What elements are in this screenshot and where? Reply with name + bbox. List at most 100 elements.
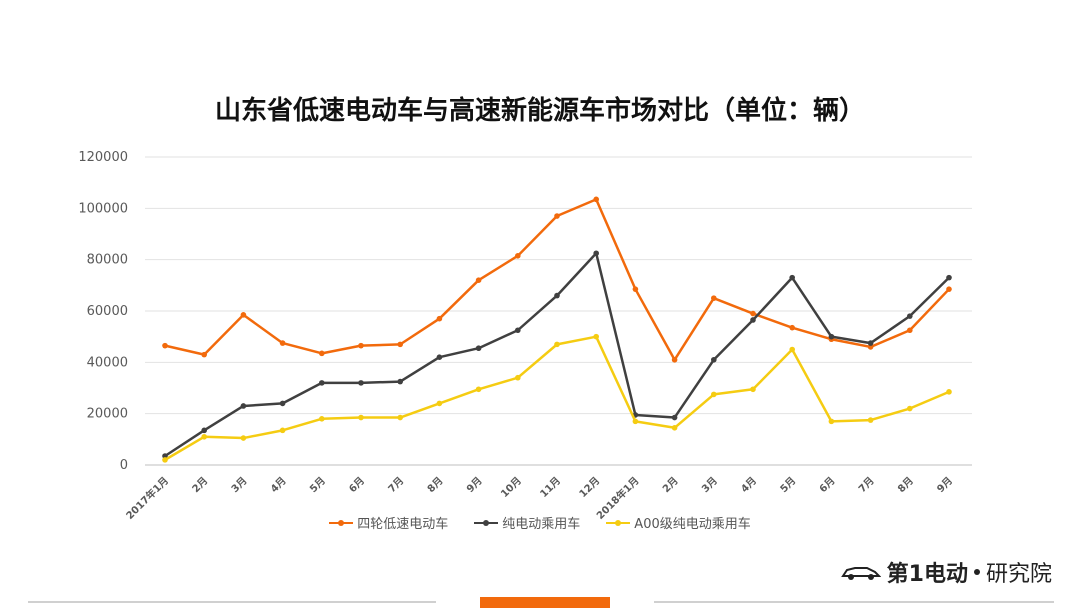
footer-accent-bar	[480, 597, 610, 608]
data-point	[711, 295, 717, 301]
data-point	[162, 453, 168, 459]
x-tick-label: 7月	[386, 475, 406, 495]
data-point	[593, 196, 599, 203]
series-1	[162, 250, 952, 459]
data-point	[907, 405, 913, 412]
x-tick-label: 8月	[895, 475, 915, 495]
data-point	[828, 333, 835, 340]
data-point	[319, 350, 325, 357]
data-point	[397, 341, 404, 348]
data-point	[593, 250, 599, 257]
data-point	[162, 342, 168, 349]
data-point	[358, 380, 364, 386]
legend-item-bev-passenger: 纯电动乘用车	[474, 513, 580, 532]
data-point	[907, 313, 913, 319]
x-tick-label: 4月	[739, 475, 759, 495]
data-point	[789, 346, 795, 353]
data-point	[515, 253, 521, 259]
data-point	[711, 391, 717, 398]
y-tick-label: 80000	[87, 253, 128, 268]
data-point	[554, 341, 560, 348]
legend-label: 四轮低速电动车	[357, 517, 449, 532]
data-point	[789, 274, 795, 281]
data-point	[711, 356, 717, 363]
x-tick-label: 7月	[856, 475, 876, 495]
data-point	[162, 457, 168, 463]
y-axis-ticks: 0 20000 40000 60000 80000 100000 120000	[78, 150, 128, 473]
x-tick-label: 12月	[577, 475, 602, 500]
x-tick-label: 9月	[464, 475, 484, 495]
car-icon	[840, 567, 881, 580]
data-point	[867, 340, 874, 346]
data-point	[946, 286, 952, 292]
data-point	[436, 400, 443, 407]
x-tick-label: 6月	[347, 475, 367, 495]
x-tick-label: 6月	[817, 475, 837, 495]
brand-name: 第1电动	[886, 562, 968, 587]
x-tick-label: 4月	[268, 475, 288, 495]
grid-lines	[145, 156, 972, 466]
chart-title: 山东省低速电动车与高速新能源车市场对比（单位：辆）	[214, 96, 865, 126]
data-point	[240, 312, 247, 318]
data-point	[358, 342, 364, 349]
x-tick-label: 5月	[307, 475, 327, 495]
data-point	[632, 418, 639, 425]
legend-item-a00-bev: A00级纯电动乘用车	[606, 513, 751, 532]
data-point	[867, 417, 874, 423]
y-tick-label: 60000	[87, 304, 128, 319]
series-line	[164, 335, 950, 461]
data-point	[319, 416, 325, 422]
data-point	[789, 324, 795, 331]
x-tick-label: 3月	[229, 475, 249, 495]
y-tick-label: 40000	[87, 355, 128, 370]
data-point	[515, 327, 521, 334]
x-tick-label: 8月	[425, 475, 445, 495]
data-point	[436, 354, 443, 361]
x-tick-label: 9月	[935, 475, 955, 495]
data-point	[671, 414, 678, 421]
footer-line-right	[654, 601, 1054, 603]
data-point	[475, 345, 482, 352]
data-point	[397, 378, 404, 385]
brand-logo: 第1电动 研究院	[840, 556, 1052, 588]
data-point	[475, 386, 482, 393]
data-point	[515, 374, 521, 381]
data-point	[436, 315, 443, 322]
legend-swatch	[329, 517, 354, 529]
x-tick-label: 2月	[660, 475, 680, 495]
series-line	[164, 252, 950, 458]
data-point	[279, 427, 286, 434]
x-tick-label: 3月	[699, 475, 719, 495]
brand-lab: 研究院	[985, 562, 1052, 587]
data-point	[279, 340, 286, 346]
x-tick-label: 10月	[499, 475, 524, 500]
data-point	[867, 344, 874, 350]
series-lines	[162, 196, 952, 463]
y-tick-label: 0	[120, 458, 128, 473]
data-point	[279, 400, 286, 407]
data-point	[828, 418, 835, 425]
y-tick-label: 120000	[78, 150, 128, 165]
legend-swatch	[474, 517, 499, 529]
data-point	[397, 414, 404, 421]
data-point	[671, 424, 678, 431]
footer-line-left	[28, 601, 436, 603]
data-point	[554, 292, 560, 299]
legend-label: A00级纯电动乘用车	[634, 517, 751, 532]
data-point	[750, 310, 756, 317]
data-point	[201, 433, 207, 440]
x-tick-label: 11月	[538, 475, 563, 500]
data-point	[201, 351, 207, 358]
legend-label: 纯电动乘用车	[502, 517, 581, 532]
x-tick-label: 5月	[778, 475, 798, 495]
data-point	[671, 356, 678, 363]
data-point	[946, 389, 952, 395]
data-point	[240, 403, 247, 409]
series-0	[162, 196, 952, 363]
data-point	[593, 333, 599, 340]
data-point	[750, 386, 756, 393]
series-2	[162, 333, 952, 463]
data-point	[632, 286, 639, 292]
data-point	[554, 213, 560, 219]
